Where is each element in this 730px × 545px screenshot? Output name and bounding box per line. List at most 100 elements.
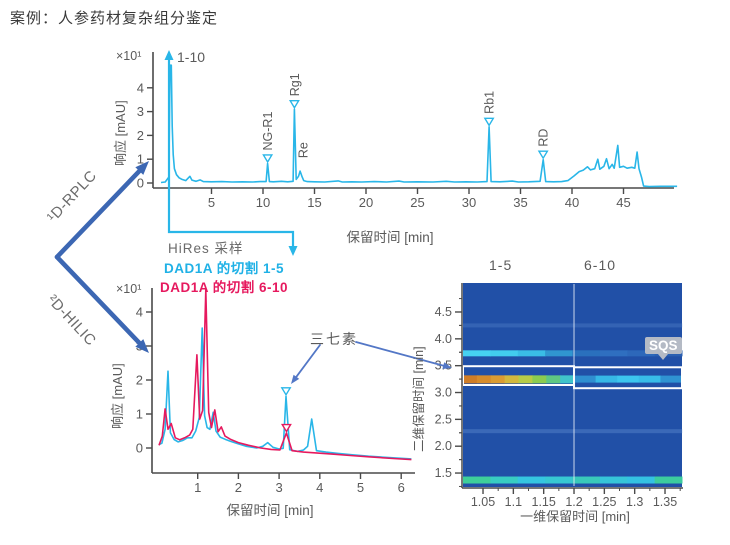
peak-label: RD bbox=[537, 129, 551, 147]
highlight-stripe bbox=[518, 375, 533, 384]
highlight-stripe bbox=[574, 375, 597, 383]
peak-marker bbox=[483, 117, 495, 127]
arrowhead bbox=[288, 246, 298, 256]
x-tick-label: 10 bbox=[256, 195, 270, 210]
x-tick-label: 1.15 bbox=[532, 495, 556, 509]
heat-band bbox=[490, 350, 519, 357]
y-tick-label: 0 bbox=[136, 441, 143, 456]
y-tick-label: 4 bbox=[136, 305, 143, 320]
x-tick-label: 3 bbox=[275, 480, 282, 495]
peak-label: Rg1 bbox=[288, 73, 302, 96]
heat-band bbox=[545, 350, 573, 357]
x-tick-label: 5 bbox=[208, 195, 215, 210]
x-tick-label: 45 bbox=[616, 195, 630, 210]
heat-band bbox=[572, 350, 601, 357]
x-tick-label: 40 bbox=[565, 195, 579, 210]
heat-band bbox=[490, 476, 519, 484]
sanqisu-arrow-heatmap bbox=[355, 341, 447, 368]
peak-label: NG-R1 bbox=[261, 112, 275, 151]
hires-bracket bbox=[167, 56, 295, 249]
arrowhead bbox=[135, 339, 149, 353]
x-tick-label: 5 bbox=[357, 480, 364, 495]
peak-label: Re bbox=[297, 142, 311, 158]
y-tick-label: 0 bbox=[137, 176, 144, 191]
heatmap-column-label-6-10: 6-10 bbox=[584, 257, 617, 273]
x-tick-label: 15 bbox=[307, 195, 321, 210]
arrowhead bbox=[291, 374, 300, 384]
heat-band bbox=[463, 429, 683, 434]
sqs-tag-pointer bbox=[658, 354, 668, 360]
heat-band bbox=[463, 350, 491, 357]
heat-band bbox=[463, 476, 491, 484]
x-tick-label: 6 bbox=[398, 480, 405, 495]
y-tick-label: 3 bbox=[137, 104, 144, 119]
highlight-stripe bbox=[560, 375, 575, 384]
peak-marker bbox=[288, 100, 300, 110]
arrowhead bbox=[164, 50, 174, 60]
bottom-y-exponent: ×10¹ bbox=[116, 282, 142, 296]
sqs-peak-tag: SQS bbox=[645, 337, 682, 354]
y-tick-label: 1 bbox=[137, 152, 144, 167]
highlight-stripe bbox=[490, 375, 506, 384]
x-tick-label: 20 bbox=[359, 195, 373, 210]
heat-band bbox=[463, 323, 683, 328]
legend-cut-1-5: DAD1A 的切割 1-5 bbox=[164, 261, 285, 276]
heatmap-column-label-1-5: 1-5 bbox=[489, 257, 513, 273]
bottom-y-axis-label: 响应 [mAU] bbox=[110, 363, 125, 429]
y-tick-label: 3.0 bbox=[435, 386, 452, 400]
heatmap-y-axis-label: 二维保留时间 [min] bbox=[412, 346, 426, 452]
x-tick-label: 1 bbox=[194, 480, 201, 495]
highlight-stripe bbox=[617, 375, 640, 383]
sanqisu-annotation: 三七素 bbox=[310, 331, 358, 347]
peak-marker bbox=[280, 423, 292, 433]
flow-arrow-2d bbox=[54, 254, 145, 349]
y-tick-label: 4 bbox=[137, 80, 144, 95]
y-tick-label: 2 bbox=[137, 128, 144, 143]
heat-band bbox=[654, 476, 683, 484]
y-tick-label: 2.0 bbox=[435, 439, 452, 453]
highlight-stripe bbox=[504, 375, 520, 384]
highlight-stripe bbox=[463, 375, 478, 384]
y-tick-label: 1 bbox=[136, 407, 143, 422]
x-tick-label: 4 bbox=[316, 480, 323, 495]
heat-band bbox=[599, 350, 628, 357]
page-title: 案例：人参药材复杂组分鉴定 bbox=[10, 10, 219, 27]
peak-marker bbox=[262, 154, 274, 164]
x-tick-label: 25 bbox=[410, 195, 424, 210]
x-tick-label: 1.35 bbox=[653, 495, 677, 509]
legend-cut-6-10: DAD1A 的切割 6-10 bbox=[160, 280, 289, 295]
x-tick-label: 35 bbox=[513, 195, 527, 210]
trace-1 bbox=[158, 289, 412, 461]
bottom-x-axis-label: 保留时间 [min] bbox=[226, 503, 314, 518]
y-tick-label: 2.5 bbox=[435, 412, 452, 426]
hires-sampling-label: HiRes 采样 bbox=[168, 241, 244, 256]
heat-band bbox=[545, 476, 573, 484]
y-tick-label: 2 bbox=[136, 373, 143, 388]
heat-band bbox=[517, 476, 546, 484]
y-tick-label: 4.0 bbox=[435, 332, 452, 346]
top-x-axis-label: 保留时间 [min] bbox=[346, 230, 434, 245]
highlight-stripe bbox=[595, 375, 618, 383]
x-tick-label: 1.2 bbox=[565, 495, 582, 509]
peak-marker bbox=[280, 387, 292, 397]
x-tick-label: 1.05 bbox=[471, 495, 495, 509]
heat-band bbox=[572, 476, 601, 484]
heat-band bbox=[627, 476, 656, 484]
sanqisu-arrow-peak bbox=[293, 344, 321, 380]
trace-0 bbox=[158, 327, 412, 460]
top-y-exponent: ×10¹ bbox=[116, 49, 142, 63]
arrowhead bbox=[442, 362, 452, 370]
highlight-stripe bbox=[476, 375, 492, 384]
highlight-stripe bbox=[546, 375, 561, 384]
top-y-axis-label: 响应 [mAU] bbox=[113, 100, 128, 166]
highlight-stripe bbox=[532, 375, 547, 384]
trace-0 bbox=[160, 64, 678, 188]
x-tick-label: 1.3 bbox=[626, 495, 643, 509]
y-tick-label: 4.5 bbox=[435, 305, 452, 319]
highlight-stripe bbox=[660, 375, 683, 383]
